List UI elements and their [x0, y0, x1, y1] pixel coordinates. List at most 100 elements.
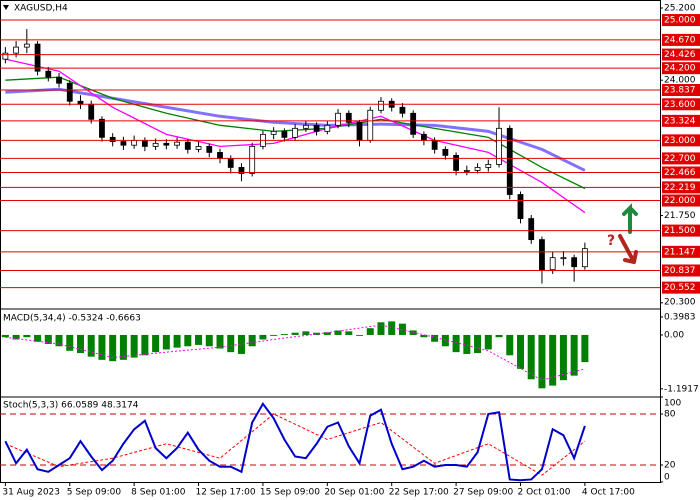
y-tick-label: 25.200 [664, 4, 696, 14]
macd-bar [334, 330, 342, 335]
macd-bar [162, 334, 170, 350]
level-label: 23.000 [664, 136, 696, 146]
level-label: 20.552 [664, 283, 696, 293]
level-label-box [662, 224, 700, 237]
level-label: 24.426 [664, 50, 696, 60]
y-tick-label: 20.300 [664, 298, 696, 308]
macd-bar [216, 334, 224, 349]
candle-body [528, 218, 535, 241]
up-arrow-icon [622, 203, 638, 234]
y-tick-label: 0.00 [664, 330, 684, 340]
candle-body [442, 148, 449, 156]
candle-body [335, 112, 341, 126]
level-label: 24.670 [664, 35, 696, 45]
macd-bar [506, 334, 514, 356]
macd-bar [141, 334, 149, 356]
macd-bar [323, 332, 331, 335]
y-tick-label: 100 [664, 399, 681, 409]
level-label-box [662, 48, 700, 61]
macd-bar [34, 334, 42, 342]
macd-bar [87, 334, 95, 357]
candle-body [421, 133, 427, 141]
level-label: 22.219 [664, 183, 696, 193]
macd-bar [55, 334, 63, 347]
y-tick-label: 0.3983 [664, 313, 696, 323]
x-tick-label: 5 Sep 09:00 [67, 488, 122, 498]
level-label-box [662, 62, 700, 75]
candle-body [249, 145, 256, 174]
candle-body [131, 139, 138, 146]
candle-body [34, 43, 41, 72]
macd-bar [23, 334, 31, 338]
candle-body [45, 70, 52, 78]
candle-body [560, 257, 567, 260]
candle-body [66, 82, 73, 102]
candle-body [474, 167, 481, 171]
candle-body [463, 170, 470, 172]
candle-body [23, 43, 30, 48]
candle-body [292, 127, 299, 138]
candle-body [141, 139, 148, 147]
x-tick-label: 12 Sep 17:00 [196, 488, 256, 498]
macd-bar [570, 334, 578, 376]
y-tick-label: -1.1917 [664, 384, 699, 394]
x-tick-label: 20 Sep 01:00 [324, 488, 384, 498]
candle-body [152, 142, 159, 147]
candle-body [517, 194, 524, 219]
panel-title: MACD(5,34,4) -0.5324 -0.6663 [3, 314, 141, 324]
level-label: 22.000 [664, 196, 696, 206]
candle-body [496, 127, 502, 165]
candle-body [453, 155, 459, 171]
candle-body [378, 100, 384, 111]
macd-bar [259, 334, 267, 340]
macd-bar [388, 321, 396, 335]
candle-body [399, 106, 406, 114]
x-tick-label: 4 Oct 17:00 [582, 488, 635, 498]
candle-body [356, 121, 363, 141]
x-tick-label: 8 Sep 01:00 [131, 488, 186, 498]
macd-bar [66, 334, 74, 351]
candle-body [184, 141, 191, 150]
x-tick-label: 2 Oct 01:00 [517, 488, 570, 498]
candle-body [313, 124, 320, 132]
candle-body [99, 118, 105, 138]
level-label-box [662, 264, 700, 277]
level-label: 23.600 [664, 100, 696, 110]
macd-bar [1, 334, 9, 338]
candle-body [227, 158, 234, 168]
candle-body [571, 257, 578, 268]
macd-bar [538, 334, 546, 389]
candle-body [88, 103, 95, 120]
level-label: 23.837 [664, 86, 696, 96]
macd-bar [581, 334, 589, 363]
level-label-box [662, 14, 700, 27]
symbol-triangle [3, 5, 9, 10]
x-tick-label: 22 Sep 17:00 [389, 488, 449, 498]
macd-bar [452, 334, 460, 353]
macd-bar [302, 331, 310, 335]
y-tick-label: 20 [664, 461, 676, 471]
candle-body [302, 124, 309, 129]
macd-bar [152, 334, 160, 353]
macd-bar [398, 323, 406, 335]
macd-bar [474, 334, 482, 354]
level-label-box [662, 114, 700, 127]
macd-bar [12, 334, 20, 340]
macd-bar [98, 334, 106, 360]
x-tick-label: 27 Sep 09:00 [453, 488, 513, 498]
candle-body [120, 141, 127, 146]
x-tick-label: 15 Sep 09:00 [260, 488, 320, 498]
level-label: 23.324 [664, 116, 696, 126]
candle-body [281, 130, 288, 138]
candle-body [238, 167, 245, 174]
candle-body [163, 142, 170, 146]
candle-body [581, 248, 588, 268]
macd-bar [195, 334, 203, 345]
candle-body [539, 239, 545, 271]
macd-bar [431, 334, 439, 342]
level-label: 21.500 [664, 226, 696, 236]
candle-body [206, 145, 213, 153]
macd-bar [280, 334, 288, 335]
level-label: 25.000 [664, 16, 696, 26]
candle-body [270, 130, 277, 135]
